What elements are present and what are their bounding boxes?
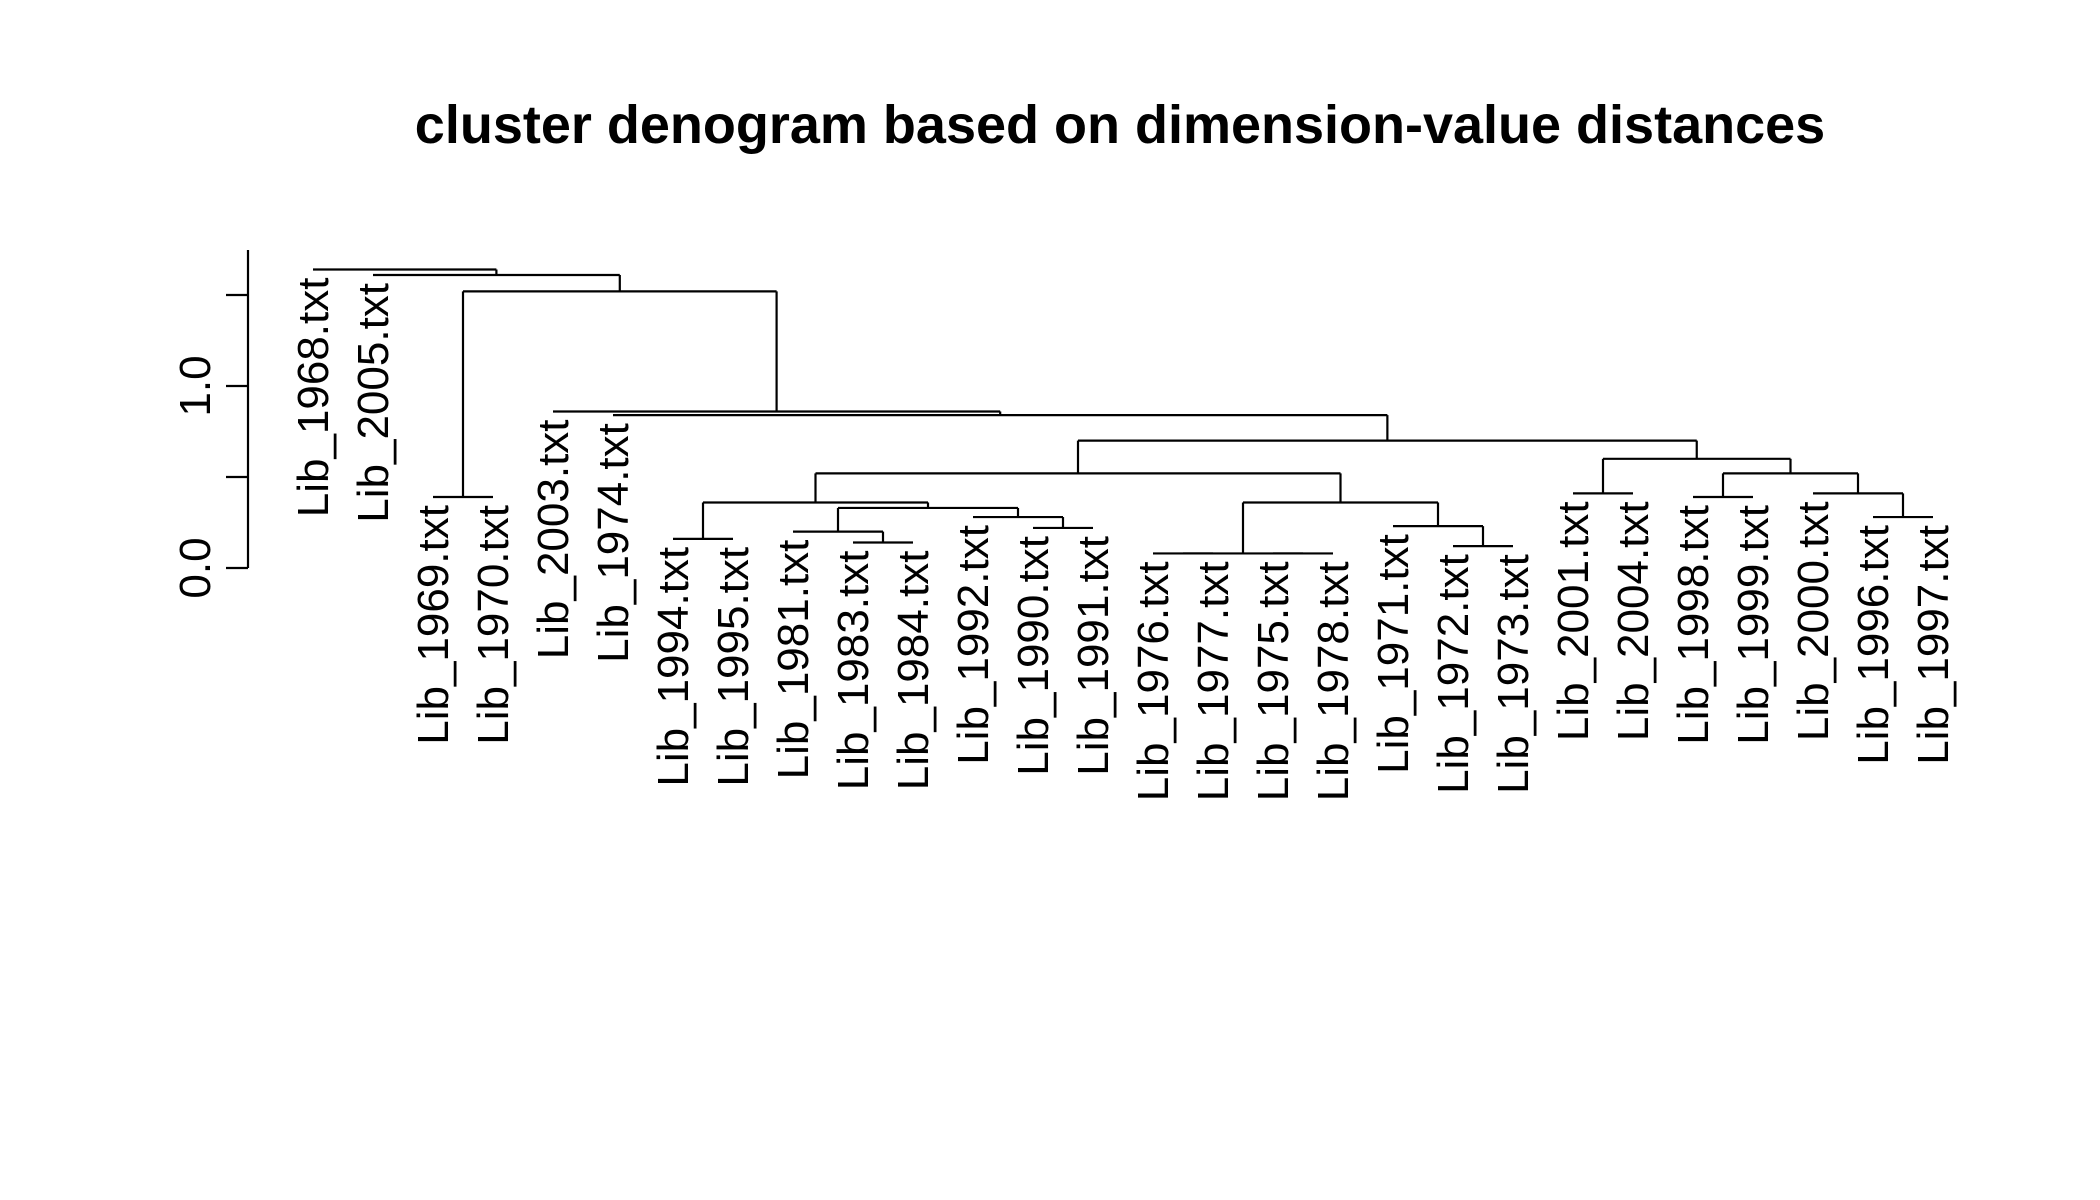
leaf-label: Lib_1995.txt <box>709 547 758 787</box>
leaf-label: Lib_1996.txt <box>1849 525 1898 765</box>
leaf-label: Lib_1977.txt <box>1189 561 1238 801</box>
leaf-label: Lib_2000.txt <box>1789 501 1838 741</box>
leaf-label: Lib_1978.txt <box>1309 561 1358 801</box>
leaf-label: Lib_1975.txt <box>1249 561 1298 801</box>
leaf-label: Lib_1981.txt <box>769 540 818 780</box>
leaf-label: Lib_1976.txt <box>1129 561 1178 801</box>
leaf-label: Lib_1990.txt <box>1009 536 1058 776</box>
leaf-label: Lib_1969.txt <box>409 505 458 745</box>
leaf-label: Lib_1984.txt <box>889 551 938 791</box>
dendrogram-tree <box>313 268 1933 555</box>
leaf-label: Lib_1973.txt <box>1489 554 1538 794</box>
leaf-label: Lib_1991.txt <box>1069 536 1118 776</box>
leaf-label: Lib_1983.txt <box>829 551 878 791</box>
leaf-label: Lib_1970.txt <box>469 505 518 745</box>
leaf-label: Lib_1968.txt <box>289 278 338 518</box>
leaf-label: Lib_1974.txt <box>589 423 638 663</box>
leaf-label: Lib_1999.txt <box>1729 505 1778 745</box>
leaf-label: Lib_2001.txt <box>1549 501 1598 741</box>
y-tick-label: 0.0 <box>171 537 220 598</box>
leaf-label: Lib_1972.txt <box>1429 554 1478 794</box>
leaf-label: Lib_1992.txt <box>949 525 998 765</box>
leaf-label: Lib_2005.txt <box>349 283 398 523</box>
y-axis: 0.0 1.0 <box>171 250 250 599</box>
leaf-label: Lib_2004.txt <box>1609 501 1658 741</box>
chart-title: cluster denogram based on dimension-valu… <box>415 95 1825 155</box>
leaf-label: Lib_1994.txt <box>649 547 698 787</box>
leaf-label: Lib_1997.txt <box>1909 525 1958 765</box>
leaf-label: Lib_1971.txt <box>1369 534 1418 774</box>
leaf-label: Lib_1998.txt <box>1669 505 1718 745</box>
y-tick-label: 1.0 <box>171 355 220 416</box>
leaf-label: Lib_2003.txt <box>529 419 578 659</box>
